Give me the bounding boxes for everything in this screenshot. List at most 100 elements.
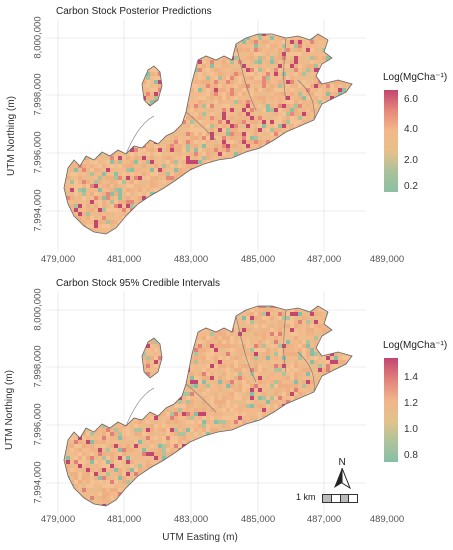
raster-cell [330, 76, 334, 80]
raster-cell [318, 80, 322, 84]
raster-cell [358, 108, 362, 112]
raster-cell [334, 92, 338, 96]
raster-cell [246, 212, 250, 216]
raster-cell [206, 52, 210, 56]
raster-cell [134, 80, 138, 84]
raster-cell [64, 144, 66, 148]
raster-cell [138, 160, 142, 164]
raster-cell [278, 176, 282, 180]
raster-cell [58, 192, 62, 196]
raster-cell [106, 300, 110, 304]
raster-cell [274, 64, 278, 68]
raster-cell [226, 240, 230, 244]
raster-cell [222, 64, 226, 68]
raster-cell [278, 248, 282, 252]
raster-cell [274, 220, 278, 224]
raster-cell [298, 192, 302, 196]
raster-cell [314, 84, 318, 88]
raster-cell [106, 224, 110, 228]
raster-cell [98, 76, 102, 80]
raster-cell [234, 136, 238, 140]
raster-cell [154, 68, 158, 72]
raster-cell [294, 232, 298, 234]
raster-cell [270, 148, 274, 152]
raster-cell [346, 244, 350, 248]
raster-cell [198, 172, 202, 176]
raster-cell [306, 248, 310, 252]
raster-cell [82, 60, 86, 64]
raster-cell [210, 176, 214, 180]
raster-cell [58, 56, 62, 60]
raster-cell [58, 140, 62, 144]
raster-cell [74, 56, 78, 60]
internal-boundary [185, 111, 217, 141]
raster-cell [50, 64, 54, 68]
raster-cell [170, 172, 174, 176]
raster-cell [290, 120, 294, 124]
raster-cell [286, 176, 290, 180]
raster-cell [266, 36, 270, 40]
raster-cell [170, 40, 174, 44]
raster-cell [210, 216, 214, 220]
raster-cell [354, 56, 358, 60]
raster-cell [154, 300, 158, 304]
raster-cell [314, 212, 318, 216]
raster-cell [64, 212, 66, 216]
raster-cell [358, 124, 362, 128]
raster-cell [210, 60, 214, 64]
raster-cell [314, 228, 318, 232]
raster-cell [182, 180, 186, 184]
raster-cell [66, 84, 70, 88]
raster-cell [166, 140, 170, 144]
raster-cell [122, 208, 126, 212]
raster-cell [350, 68, 352, 72]
raster-cell [242, 292, 246, 296]
raster-cell [54, 212, 58, 216]
raster-cell [54, 116, 58, 120]
raster-cell [90, 208, 94, 212]
raster-cell [138, 88, 142, 92]
raster-cell [326, 28, 330, 32]
raster-cell [254, 104, 258, 108]
raster-cell [194, 306, 198, 308]
raster-cell [314, 220, 318, 224]
raster-cell [174, 140, 178, 144]
raster-cell [82, 196, 86, 200]
raster-cell [64, 112, 66, 116]
raster-cell [50, 200, 54, 204]
raster-cell [226, 136, 230, 140]
raster-cell [278, 40, 282, 44]
raster-cell [278, 44, 282, 48]
raster-cell [178, 104, 182, 108]
raster-cell [250, 188, 254, 192]
raster-cell [202, 52, 206, 56]
raster-cell [130, 28, 134, 32]
raster-cell [126, 34, 130, 36]
raster-cell [274, 28, 278, 32]
raster-cell [50, 124, 54, 128]
raster-cell [266, 196, 270, 200]
raster-cell [298, 240, 302, 244]
raster-cell [238, 88, 242, 92]
raster-cell [154, 236, 158, 240]
raster-cell [298, 76, 302, 80]
raster-cell [150, 188, 154, 192]
raster-cell [54, 188, 58, 192]
raster-cell [118, 80, 122, 84]
raster-cell [310, 52, 314, 56]
raster-cell [234, 128, 238, 132]
raster-cell [118, 100, 122, 104]
raster-cell [306, 140, 310, 144]
raster-cell [270, 224, 274, 228]
raster-cell [54, 164, 58, 168]
raster-cell [262, 28, 266, 32]
raster-cell [64, 40, 66, 44]
raster-cell [202, 40, 206, 44]
raster-cell [318, 176, 322, 180]
raster-cell [278, 228, 282, 232]
raster-cell [314, 76, 318, 80]
raster-cell [198, 120, 202, 124]
raster-cell [82, 168, 86, 172]
raster-cell [202, 300, 206, 304]
raster-cell [230, 44, 234, 48]
